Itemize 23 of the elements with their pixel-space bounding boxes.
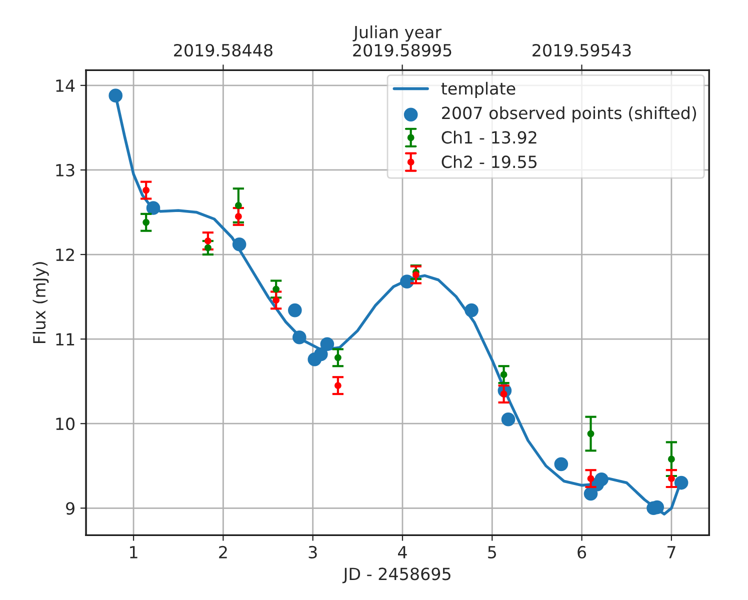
legend-label: Ch2 - 19.55 bbox=[442, 155, 537, 168]
legend-label: template bbox=[441, 82, 516, 98]
y-tick-label: 9 bbox=[66, 502, 74, 515]
x-axis-title: JD - 2458695 bbox=[342, 568, 450, 584]
x-tick-label: 3 bbox=[308, 546, 317, 559]
legend-label: Ch1 - 13.92 bbox=[442, 130, 536, 144]
x-tick-label: 7 bbox=[668, 546, 676, 558]
x-tick-label: 4 bbox=[398, 546, 407, 558]
x-tick-label: 6 bbox=[578, 546, 586, 559]
x2-tick-label: 2019.59543 bbox=[532, 44, 631, 57]
x2-tick-label: 2019.58448 bbox=[174, 44, 272, 57]
y-axis-title: Flux (mJy) bbox=[32, 262, 49, 344]
y-tick-label: 14 bbox=[56, 80, 75, 92]
x2-axis-title: Julian year bbox=[352, 25, 442, 42]
x-tick-label: 5 bbox=[488, 546, 496, 559]
legend-label: 2007 observed points (shifted) bbox=[442, 106, 696, 122]
x2-tick-label: 2019.58995 bbox=[353, 44, 452, 57]
y-tick-label: 11 bbox=[56, 333, 74, 346]
y-tick-label: 13 bbox=[56, 164, 74, 177]
y-tick-label: 12 bbox=[56, 248, 74, 261]
y-tick-label: 10 bbox=[56, 418, 74, 430]
x-tick-label: 2 bbox=[219, 546, 227, 558]
x-tick-label: 1 bbox=[130, 546, 138, 558]
